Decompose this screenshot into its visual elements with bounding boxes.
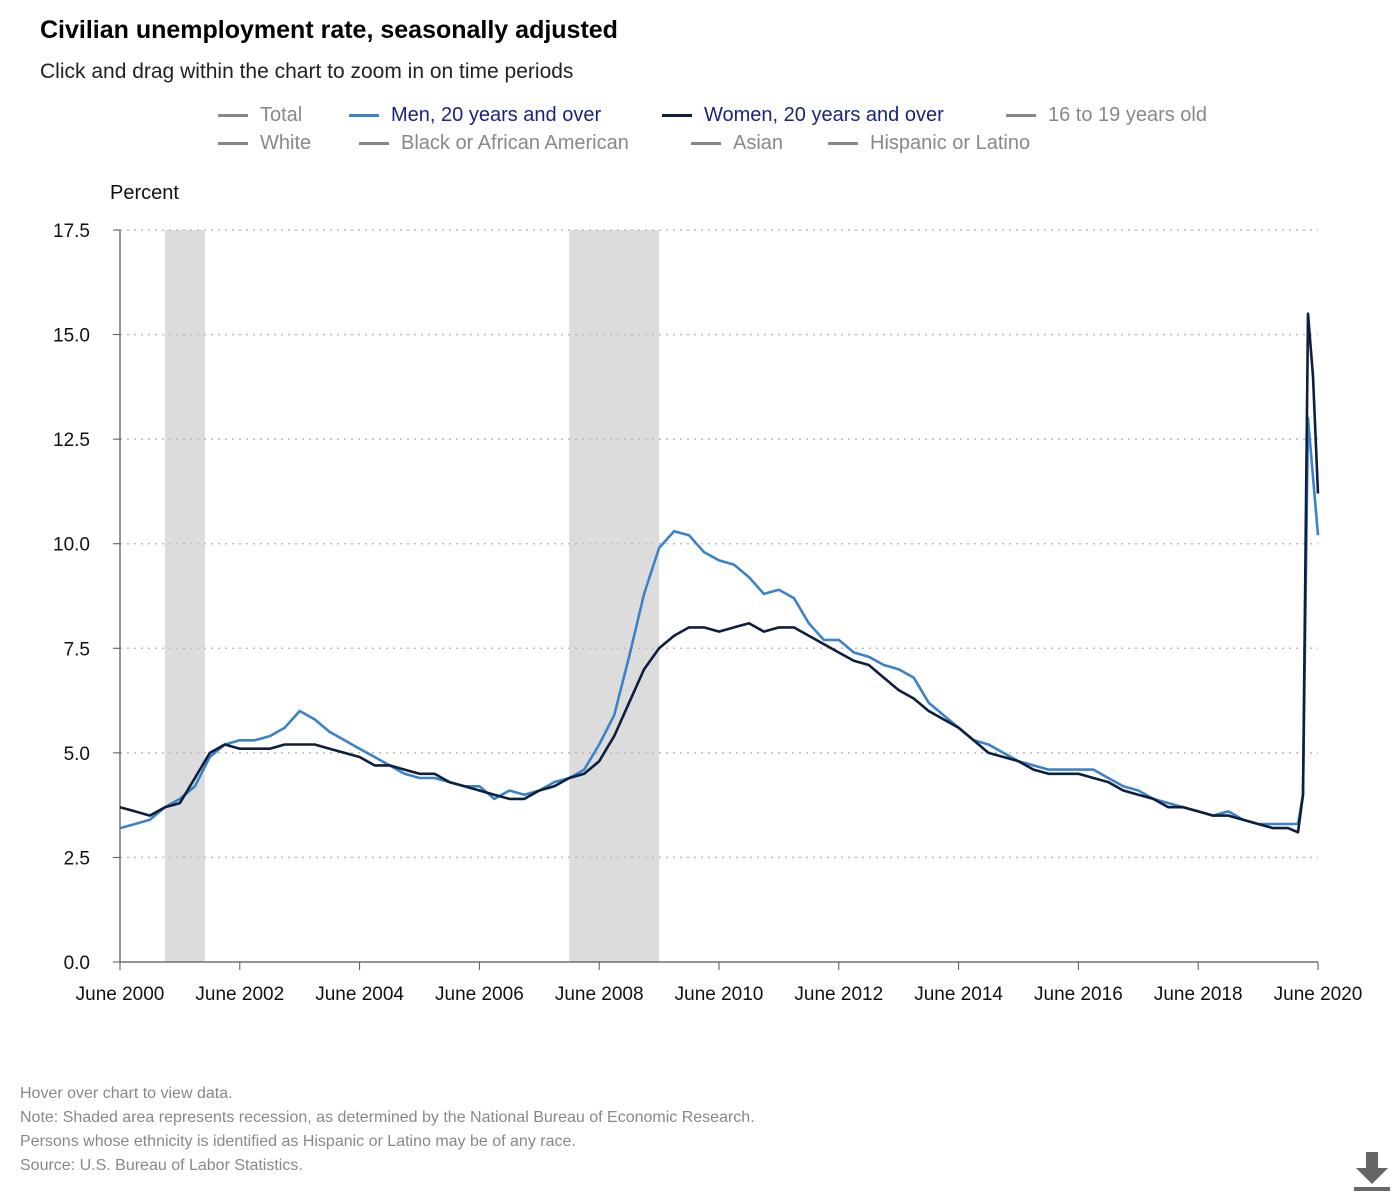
legend-label: Total <box>260 104 303 126</box>
x-tick-label: June 2000 <box>76 984 165 1005</box>
legend-item-black[interactable]: Black or African American <box>359 132 629 155</box>
footnote-recession: Note: Shaded area represents recession, … <box>20 1109 755 1126</box>
legend-label: Asian <box>733 132 784 154</box>
y-tick-label: 10.0 <box>53 535 90 556</box>
y-tick-label: 0.0 <box>64 953 90 974</box>
x-tick-label: June 2004 <box>315 984 404 1005</box>
x-tick-label: June 2020 <box>1274 984 1363 1005</box>
x-tick-label: June 2012 <box>794 984 883 1005</box>
series-line-women <box>119 312 1320 834</box>
grid-lines <box>120 229 1318 859</box>
footnote-hover: Hover over chart to view data. <box>20 1085 233 1102</box>
line-chart[interactable]: 0.0 2.5 5.0 7.5 10.0 12.5 15.0 17.5 June 2000 Jun… <box>0 170 1400 1020</box>
legend-item-total[interactable]: Total <box>218 104 302 127</box>
y-tick-label: 12.5 <box>53 430 90 451</box>
y-tick-label: 2.5 <box>64 848 90 869</box>
chart-subtitle: Click and drag within the chart to zoom … <box>40 60 574 83</box>
legend-swatch <box>828 142 858 145</box>
x-tick-label: June 2010 <box>675 984 764 1005</box>
series-lines <box>119 312 1320 834</box>
x-tick-label: June 2002 <box>195 984 284 1005</box>
legend-label: Black or African American <box>401 132 629 154</box>
legend-label: White <box>260 132 312 154</box>
x-tick-label: June 2006 <box>435 984 524 1005</box>
legend-item-teens[interactable]: 16 to 19 years old <box>1006 104 1207 127</box>
legend-swatch <box>1006 114 1036 117</box>
legend-item-hispanic[interactable]: Hispanic or Latino <box>828 132 1030 155</box>
footnote-source: Source: U.S. Bureau of Labor Statistics. <box>20 1157 303 1174</box>
legend-swatch <box>662 114 692 117</box>
recession-band <box>164 230 205 962</box>
x-tick-label: June 2008 <box>555 984 644 1005</box>
legend-item-asian[interactable]: Asian <box>691 132 783 155</box>
y-axis-label: Percent <box>110 182 179 204</box>
legend-item-men[interactable]: Men, 20 years and over <box>349 104 601 127</box>
legend-swatch <box>359 142 389 145</box>
download-button[interactable] <box>1352 1150 1392 1192</box>
x-tick-label: June 2018 <box>1154 984 1243 1005</box>
y-tick-label: 7.5 <box>64 639 90 660</box>
y-tick-label: 5.0 <box>64 744 90 765</box>
legend-item-women[interactable]: Women, 20 years and over <box>662 104 944 127</box>
legend-swatch <box>691 142 721 145</box>
footnotes: Hover over chart to view data. Note: Sha… <box>20 1082 755 1178</box>
x-tick-label: June 2014 <box>914 984 1003 1005</box>
legend-swatch <box>218 142 248 145</box>
footnote-hispanic: Persons whose ethnicity is identified as… <box>20 1133 576 1150</box>
legend-label: 16 to 19 years old <box>1048 104 1207 126</box>
legend-label: Men, 20 years and over <box>391 104 602 126</box>
y-tick-label: 15.0 <box>53 326 90 347</box>
axes: 0.0 2.5 5.0 7.5 10.0 12.5 15.0 17.5 June 2000 Jun… <box>53 221 1362 1005</box>
download-icon <box>1354 1152 1390 1191</box>
legend-item-white[interactable]: White <box>218 132 311 155</box>
legend-label: Hispanic or Latino <box>870 132 1031 154</box>
legend-swatch <box>218 114 248 117</box>
series-line-men <box>119 416 1320 830</box>
chart-title: Civilian unemployment rate, seasonally a… <box>40 16 618 44</box>
y-tick-label: 17.5 <box>53 221 90 242</box>
recession-bands <box>164 230 660 962</box>
x-tick-label: June 2016 <box>1034 984 1123 1005</box>
recession-band <box>569 230 660 962</box>
legend-label: Women, 20 years and over <box>704 104 944 126</box>
legend-swatch <box>349 114 379 117</box>
